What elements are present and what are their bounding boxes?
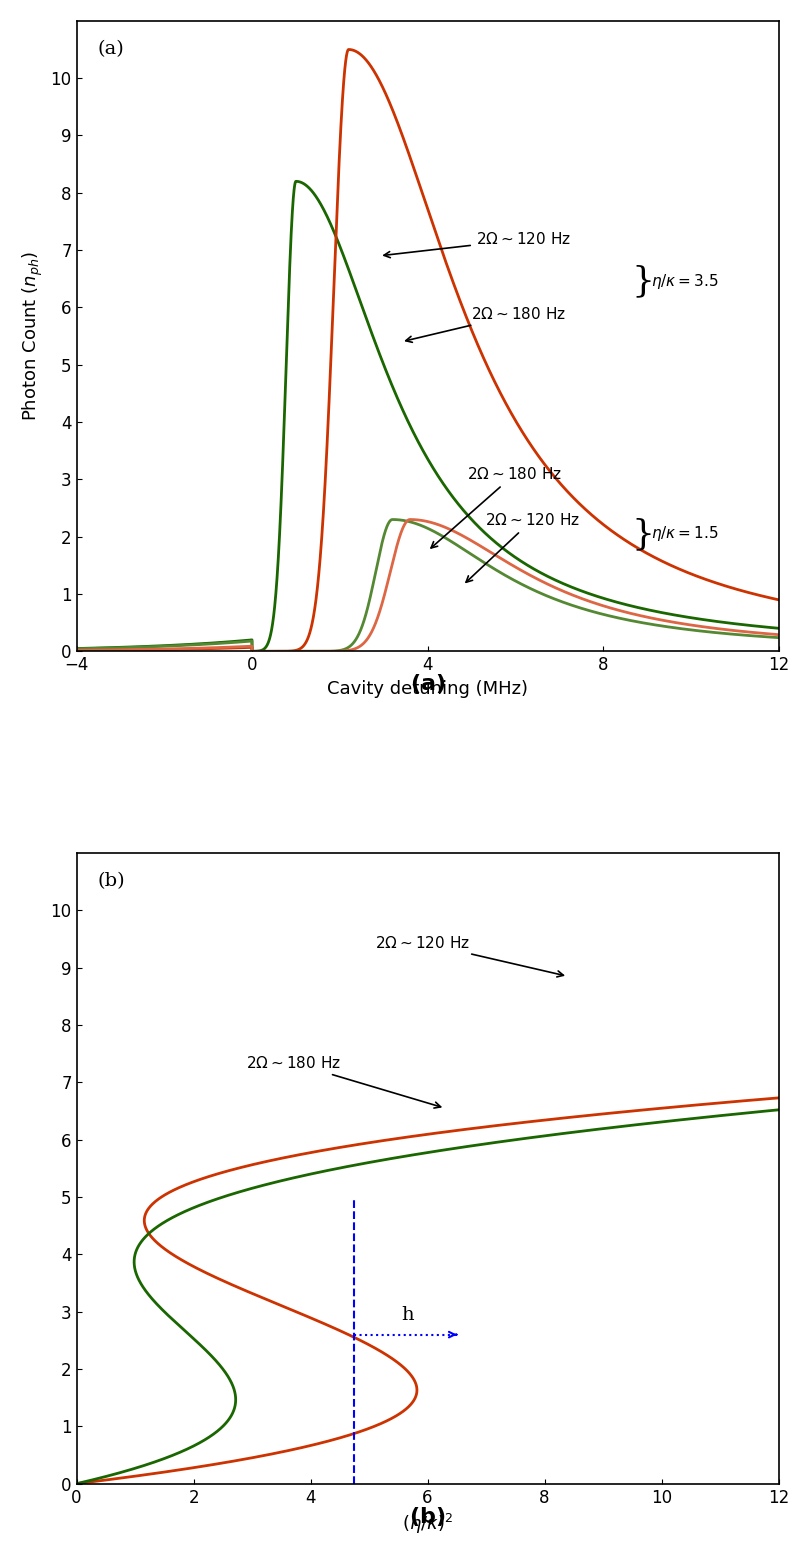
Text: $2\Omega \sim 120$ Hz: $2\Omega \sim 120$ Hz [466,512,579,582]
Text: $\eta/\kappa = 3.5$: $\eta/\kappa = 3.5$ [651,272,718,291]
Text: $\eta/\kappa = 1.5$: $\eta/\kappa = 1.5$ [651,525,718,543]
Y-axis label: Photon Count ($n_{ph}$): Photon Count ($n_{ph}$) [21,251,45,420]
Text: $2\Omega \sim 120$ Hz: $2\Omega \sim 120$ Hz [375,934,564,976]
Text: $2\Omega \sim 120$ Hz: $2\Omega \sim 120$ Hz [384,232,571,257]
X-axis label: $(\eta/\kappa)^2$: $(\eta/\kappa)^2$ [402,1512,453,1537]
Text: $2\Omega \sim 180$ Hz: $2\Omega \sim 180$ Hz [431,467,562,548]
Text: }: } [632,517,654,551]
X-axis label: Cavity detuning (MHz): Cavity detuning (MHz) [327,680,528,698]
Text: $\mathbf{(b)}$: $\mathbf{(b)}$ [409,1504,446,1527]
Text: (b): (b) [98,872,126,891]
Text: h: h [401,1306,414,1325]
Text: }: } [632,265,654,299]
Text: (a): (a) [98,40,125,58]
Text: $2\Omega \sim 180$ Hz: $2\Omega \sim 180$ Hz [246,1056,441,1109]
Text: $\mathbf{(a)}$: $\mathbf{(a)}$ [410,673,446,696]
Text: $2\Omega \sim 180$ Hz: $2\Omega \sim 180$ Hz [406,305,566,343]
